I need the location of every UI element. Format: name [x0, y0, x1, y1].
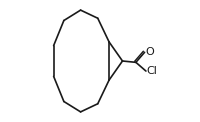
- Text: Cl: Cl: [146, 66, 157, 76]
- Text: O: O: [145, 47, 153, 57]
